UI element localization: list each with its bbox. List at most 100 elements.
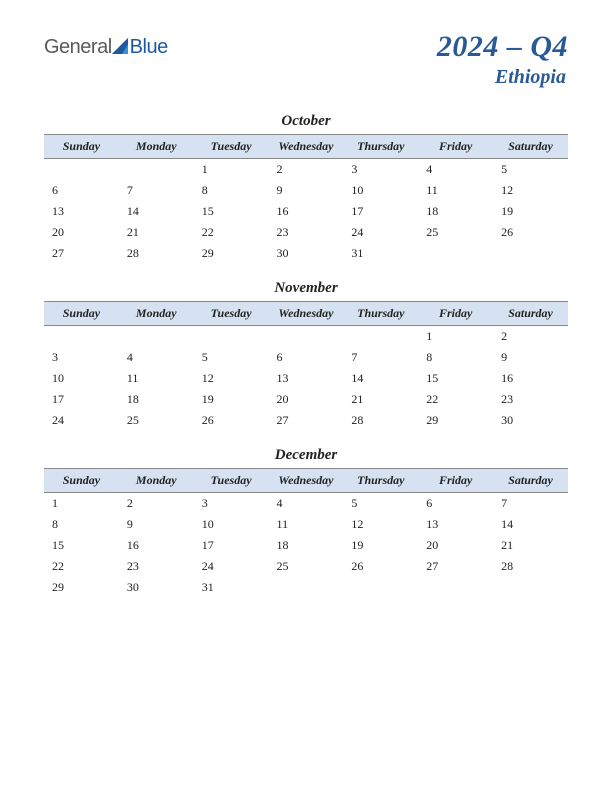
day-cell: 23 <box>493 389 568 410</box>
table-row: 6789101112 <box>44 180 568 201</box>
day-cell: 4 <box>269 493 344 515</box>
day-cell <box>44 326 119 348</box>
day-cell: 11 <box>269 514 344 535</box>
day-cell: 25 <box>119 410 194 431</box>
day-header: Friday <box>418 469 493 493</box>
table-row: 17181920212223 <box>44 389 568 410</box>
table-row: 22232425262728 <box>44 556 568 577</box>
day-cell: 24 <box>194 556 269 577</box>
table-row: 2728293031 <box>44 243 568 264</box>
day-header: Saturday <box>493 302 568 326</box>
day-cell: 15 <box>44 535 119 556</box>
day-cell <box>343 577 418 598</box>
day-cell: 4 <box>418 159 493 181</box>
header: General Blue 2024 – Q4 Ethiopia <box>44 30 568 89</box>
logo-text-general: General <box>44 36 112 59</box>
day-cell: 14 <box>119 201 194 222</box>
day-cell: 9 <box>269 180 344 201</box>
day-cell: 22 <box>194 222 269 243</box>
day-cell: 21 <box>493 535 568 556</box>
day-cell: 18 <box>418 201 493 222</box>
day-cell: 15 <box>418 368 493 389</box>
day-cell: 1 <box>44 493 119 515</box>
day-cell <box>418 243 493 264</box>
day-cell <box>343 326 418 348</box>
day-header: Wednesday <box>269 135 344 159</box>
day-cell: 27 <box>44 243 119 264</box>
table-row: 891011121314 <box>44 514 568 535</box>
table-row: 3456789 <box>44 347 568 368</box>
day-cell: 27 <box>418 556 493 577</box>
day-cell: 11 <box>119 368 194 389</box>
day-header: Tuesday <box>194 469 269 493</box>
title-block: 2024 – Q4 Ethiopia <box>437 30 568 89</box>
logo-text-blue: Blue <box>130 36 168 59</box>
day-cell: 19 <box>493 201 568 222</box>
calendar-table: SundayMondayTuesdayWednesdayThursdayFrid… <box>44 468 568 598</box>
day-cell: 24 <box>44 410 119 431</box>
day-cell: 5 <box>194 347 269 368</box>
calendar-container: OctoberSundayMondayTuesdayWednesdayThurs… <box>44 113 568 598</box>
day-header: Saturday <box>493 135 568 159</box>
day-header: Sunday <box>44 135 119 159</box>
day-cell: 29 <box>44 577 119 598</box>
day-cell: 1 <box>418 326 493 348</box>
day-cell: 7 <box>119 180 194 201</box>
day-cell: 14 <box>493 514 568 535</box>
day-cell: 5 <box>343 493 418 515</box>
day-cell: 9 <box>493 347 568 368</box>
day-cell: 31 <box>194 577 269 598</box>
day-cell <box>418 577 493 598</box>
day-cell: 28 <box>343 410 418 431</box>
day-header: Monday <box>119 302 194 326</box>
day-cell <box>493 243 568 264</box>
day-cell: 10 <box>343 180 418 201</box>
day-cell: 20 <box>44 222 119 243</box>
day-cell: 25 <box>418 222 493 243</box>
day-header: Friday <box>418 302 493 326</box>
month-block: November SundayMondayTuesdayWednesdayThur… <box>44 280 568 431</box>
day-cell: 10 <box>44 368 119 389</box>
day-cell: 11 <box>418 180 493 201</box>
logo-triangle-icon <box>112 38 128 59</box>
day-cell: 17 <box>194 535 269 556</box>
table-row: 13141516171819 <box>44 201 568 222</box>
day-header: Monday <box>119 135 194 159</box>
day-cell: 17 <box>44 389 119 410</box>
day-cell: 2 <box>119 493 194 515</box>
day-cell: 3 <box>194 493 269 515</box>
day-cell: 28 <box>493 556 568 577</box>
logo: General Blue <box>44 36 168 59</box>
day-cell: 6 <box>269 347 344 368</box>
day-cell: 16 <box>119 535 194 556</box>
day-cell: 21 <box>119 222 194 243</box>
day-cell: 16 <box>269 201 344 222</box>
calendar-table: SundayMondayTuesdayWednesdayThursdayFrid… <box>44 301 568 431</box>
day-cell: 2 <box>269 159 344 181</box>
table-row: 293031 <box>44 577 568 598</box>
day-cell <box>119 159 194 181</box>
day-cell: 12 <box>194 368 269 389</box>
day-header: Thursday <box>343 469 418 493</box>
table-row: 12345 <box>44 159 568 181</box>
day-header: Sunday <box>44 302 119 326</box>
table-row: 1234567 <box>44 493 568 515</box>
day-cell: 16 <box>493 368 568 389</box>
month-name: December <box>44 447 568 464</box>
day-cell: 14 <box>343 368 418 389</box>
day-cell: 6 <box>418 493 493 515</box>
day-header: Monday <box>119 469 194 493</box>
table-row: 10111213141516 <box>44 368 568 389</box>
day-cell: 29 <box>418 410 493 431</box>
day-header: Wednesday <box>269 469 344 493</box>
day-cell: 19 <box>194 389 269 410</box>
day-cell <box>269 577 344 598</box>
day-header: Saturday <box>493 469 568 493</box>
day-cell: 2 <box>493 326 568 348</box>
month-block: December SundayMondayTuesdayWednesdayThur… <box>44 447 568 598</box>
day-cell: 3 <box>44 347 119 368</box>
day-cell: 12 <box>493 180 568 201</box>
month-name: November <box>44 280 568 297</box>
day-cell: 26 <box>343 556 418 577</box>
day-cell: 20 <box>269 389 344 410</box>
